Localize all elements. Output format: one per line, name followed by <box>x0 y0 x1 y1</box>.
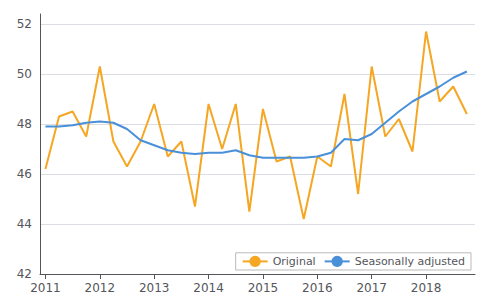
svg-text:42: 42 <box>17 267 32 281</box>
svg-text:48: 48 <box>17 117 32 131</box>
svg-text:2011: 2011 <box>30 281 61 295</box>
svg-text:2013: 2013 <box>139 281 170 295</box>
svg-text:2017: 2017 <box>356 281 387 295</box>
svg-text:50: 50 <box>17 67 32 81</box>
svg-text:44: 44 <box>17 217 32 231</box>
svg-text:2014: 2014 <box>193 281 224 295</box>
svg-text:Original: Original <box>273 255 316 268</box>
svg-text:2016: 2016 <box>302 281 333 295</box>
svg-text:52: 52 <box>17 17 32 31</box>
svg-text:2018: 2018 <box>411 281 442 295</box>
svg-text:2015: 2015 <box>248 281 279 295</box>
svg-text:Seasonally adjusted: Seasonally adjusted <box>355 255 465 268</box>
svg-text:2012: 2012 <box>85 281 116 295</box>
svg-text:46: 46 <box>17 167 32 181</box>
